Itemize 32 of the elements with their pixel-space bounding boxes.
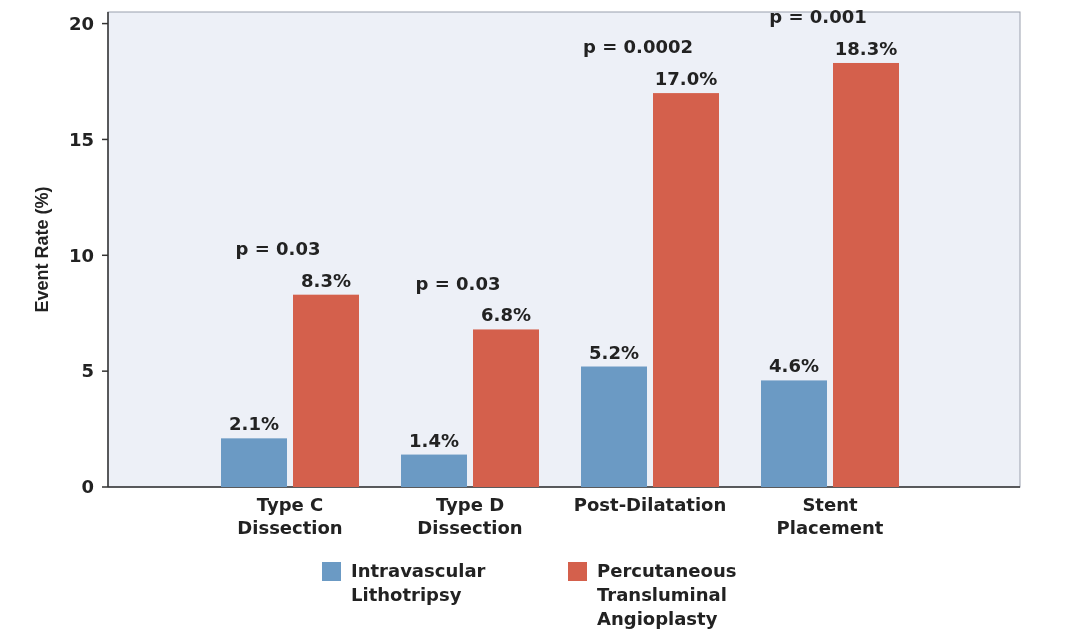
text: 5.2% xyxy=(589,341,639,363)
legend-label: Percutaneous Transluminal Angioplasty xyxy=(597,560,737,629)
bar xyxy=(293,294,359,487)
text: 1.4% xyxy=(409,429,459,451)
bar xyxy=(761,380,827,487)
bar xyxy=(833,62,899,487)
bar xyxy=(401,454,467,487)
x-tick-label: Type C Dissection xyxy=(237,494,343,538)
text: 8.3% xyxy=(301,269,351,291)
annotation: p = 0.001 xyxy=(769,6,867,28)
x-tick-label: Type D Dissection xyxy=(417,494,523,538)
text: 4.6% xyxy=(769,355,819,377)
x-tick-label: Stent Placement xyxy=(776,494,884,538)
annotation: p = 0.03 xyxy=(415,272,501,294)
text: 17.0% xyxy=(654,68,718,90)
y-axis-title: Event Rate (%) xyxy=(32,186,52,313)
text: 6.8% xyxy=(481,304,531,326)
legend-label: Intravascular Lithotripsy xyxy=(351,560,486,605)
text: 2.1% xyxy=(229,413,279,435)
bar xyxy=(581,366,647,487)
bar xyxy=(221,438,287,487)
x-tick-label: Post-Dilatation xyxy=(573,494,727,515)
y-tick-label: 0 xyxy=(81,476,94,498)
text: 18.3% xyxy=(834,37,898,59)
y-tick-label: 10 xyxy=(68,244,94,266)
y-tick-label: 15 xyxy=(68,128,94,150)
annotation: p = 0.0002 xyxy=(583,36,693,58)
annotation: p = 0.03 xyxy=(235,237,321,259)
y-tick-label: 5 xyxy=(81,360,94,382)
y-tick-label: 20 xyxy=(68,12,94,34)
bar xyxy=(653,93,719,487)
bar xyxy=(473,329,539,487)
